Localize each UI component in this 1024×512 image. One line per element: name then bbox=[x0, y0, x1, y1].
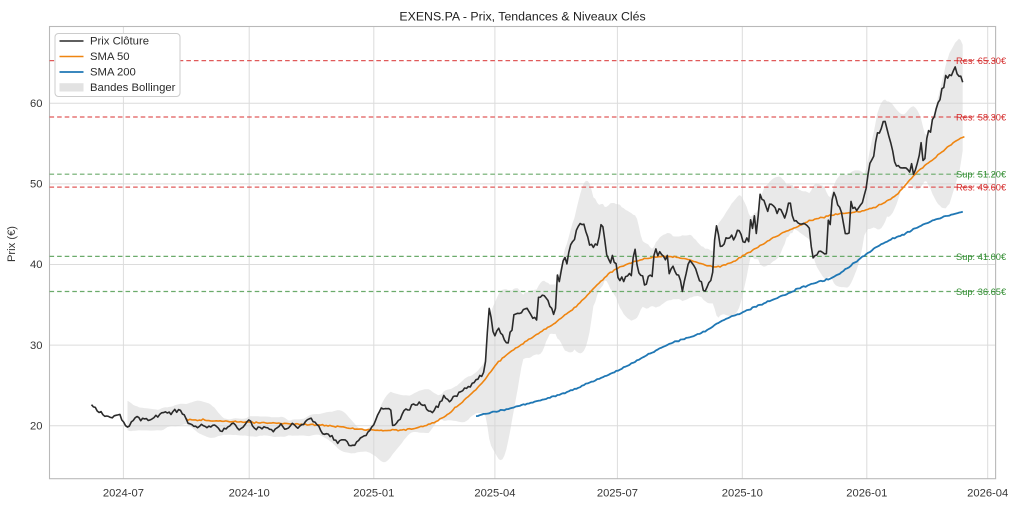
svg-text:Prix (€): Prix (€) bbox=[6, 226, 18, 262]
svg-text:2026-01: 2026-01 bbox=[846, 488, 887, 500]
svg-text:Prix Clôture: Prix Clôture bbox=[90, 36, 149, 48]
svg-text:2025-10: 2025-10 bbox=[722, 488, 763, 500]
svg-text:2026-04: 2026-04 bbox=[967, 488, 1008, 500]
svg-text:EXENS.PA - Prix, Tendances & N: EXENS.PA - Prix, Tendances & Niveaux Clé… bbox=[399, 10, 645, 24]
svg-text:Sup: 41.00€: Sup: 41.00€ bbox=[956, 252, 1007, 262]
svg-text:Res: 65.30€: Res: 65.30€ bbox=[956, 56, 1007, 66]
svg-text:2025-04: 2025-04 bbox=[474, 488, 515, 500]
svg-text:2024-10: 2024-10 bbox=[229, 488, 270, 500]
svg-text:Sup: 51.20€: Sup: 51.20€ bbox=[956, 170, 1007, 180]
svg-text:SMA 200: SMA 200 bbox=[90, 67, 136, 79]
svg-text:20: 20 bbox=[30, 420, 42, 432]
svg-text:SMA 50: SMA 50 bbox=[90, 51, 130, 63]
svg-text:30: 30 bbox=[30, 340, 42, 352]
svg-text:40: 40 bbox=[30, 259, 42, 271]
svg-text:Res: 58.30€: Res: 58.30€ bbox=[956, 113, 1007, 123]
svg-text:60: 60 bbox=[30, 98, 42, 110]
svg-text:Res: 49.60€: Res: 49.60€ bbox=[956, 183, 1007, 193]
svg-text:Sup: 36.65€: Sup: 36.65€ bbox=[956, 287, 1007, 297]
svg-text:2025-01: 2025-01 bbox=[353, 488, 394, 500]
svg-text:2025-07: 2025-07 bbox=[597, 488, 638, 500]
svg-text:Bandes Bollinger: Bandes Bollinger bbox=[90, 82, 176, 94]
svg-text:50: 50 bbox=[30, 179, 42, 191]
svg-text:2024-07: 2024-07 bbox=[103, 488, 144, 500]
